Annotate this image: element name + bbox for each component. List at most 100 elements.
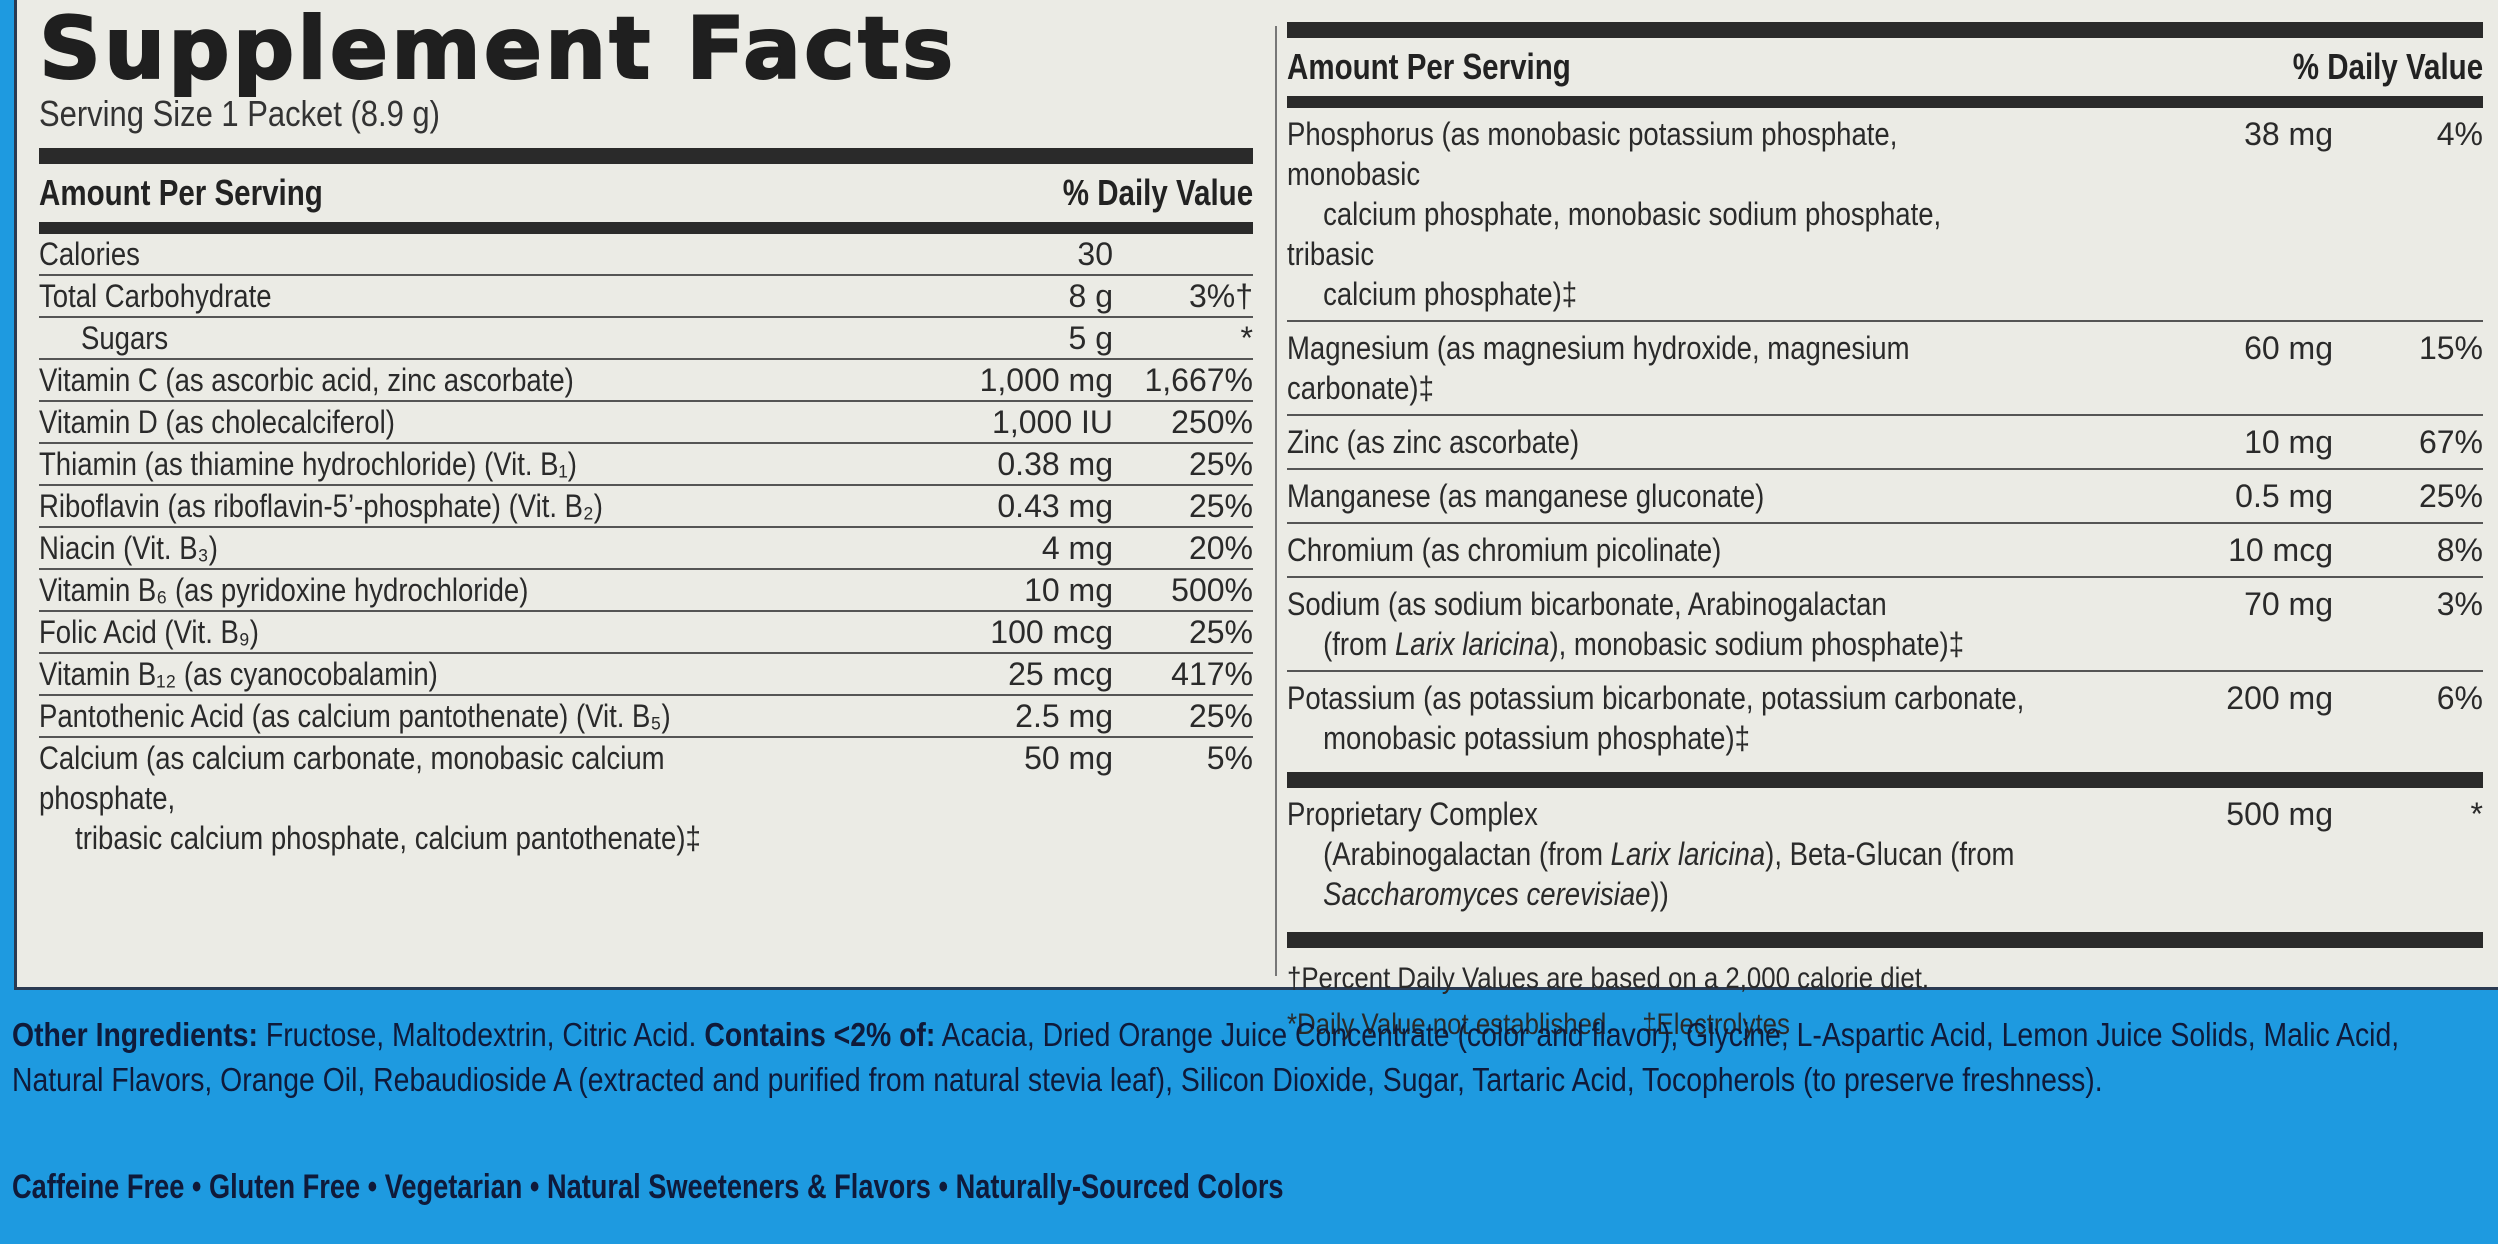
nutrient-amount: 5 g xyxy=(1068,320,1113,356)
nutrient-amount: 4 mg xyxy=(1041,530,1113,566)
nutrient-row: Manganese (as manganese gluconate) 0.5 mg… xyxy=(1287,470,2483,524)
nutrient-row: Chromium (as chromium picolinate) 10 mcg 8… xyxy=(1287,524,2483,578)
nutrient-row: Vitamin B₆ (as pyridoxine hydrochloride)… xyxy=(39,570,1253,612)
header-daily-value: % Daily Value xyxy=(2292,46,2483,87)
nutrient-row: Zinc (as zinc ascorbate) 10 mg 67% xyxy=(1287,416,2483,470)
nutrient-amount: 50 mg xyxy=(1024,740,1113,776)
nutrient-name: Calcium (as calcium carbonate, monobasic… xyxy=(39,740,701,856)
nutrient-amount: 2.5 mg xyxy=(1015,698,1113,734)
nutrient-amount: 30 xyxy=(1077,236,1113,272)
nutrient-name: Vitamin B₁₂ (as cyanocobalamin) xyxy=(39,656,438,692)
header-daily-value: % Daily Value xyxy=(1062,172,1253,213)
nutrient-daily-value: 1,667% xyxy=(1144,362,1253,398)
column-header: Amount Per Serving % Daily Value xyxy=(1287,38,2483,96)
nutrient-name: Zinc (as zinc ascorbate) xyxy=(1287,424,1580,460)
nutrient-name: Magnesium (as magnesium hydroxide, magne… xyxy=(1287,330,1910,406)
nutrient-name: Calories xyxy=(39,236,140,272)
nutrient-name: Pantothenic Acid (as calcium pantothenat… xyxy=(39,698,671,734)
nutrient-daily-value: 417% xyxy=(1171,656,1253,692)
nutrient-daily-value: 25% xyxy=(1188,614,1253,650)
nutrient-name: Phosphorus (as monobasic potassium phosp… xyxy=(1287,116,1942,312)
nutrient-name: Total Carbohydrate xyxy=(39,278,272,314)
nutrient-daily-value: 25% xyxy=(1188,446,1253,482)
nutrient-daily-value: 20% xyxy=(1188,530,1253,566)
nutrient-daily-value: 67% xyxy=(2418,424,2483,460)
nutrient-amount: 10 mg xyxy=(2244,424,2333,460)
nutrient-row: Calcium (as calcium carbonate, monobasic… xyxy=(39,738,1253,858)
header-amount: Amount Per Serving xyxy=(1287,46,1571,87)
footnote-dagger: †Percent Daily Values are based on a 2,0… xyxy=(1287,962,1930,995)
nutrient-row: Thiamin (as thiamine hydrochloride) (Vit… xyxy=(39,444,1253,486)
footnotes: †Percent Daily Values are based on a 2,0… xyxy=(1287,956,2483,1048)
serving-size: Serving Size 1 Packet (8.9 g) xyxy=(39,93,440,134)
thick-rule xyxy=(39,222,1253,234)
thick-rule xyxy=(1287,22,2483,38)
column-header: Amount Per Serving % Daily Value xyxy=(39,164,1253,222)
nutrient-amount: 0.38 mg xyxy=(997,446,1113,482)
proprietary-complex-row: Proprietary Complex (Arabinogalactan (fr… xyxy=(1287,788,2483,920)
label-title: Supplement Facts xyxy=(38,0,957,99)
nutrient-amount: 200 mg xyxy=(2226,680,2333,716)
nutrient-name: Potassium (as potassium bicarbonate, pot… xyxy=(1287,680,2025,756)
column-divider xyxy=(1275,26,1277,976)
thick-rule xyxy=(1287,772,2483,788)
right-nutrient-table: Phosphorus (as monobasic potassium phosp… xyxy=(1287,108,2483,764)
nutrient-daily-value: 250% xyxy=(1171,404,1253,440)
nutrient-row: Vitamin C (as ascorbic acid, zinc ascorb… xyxy=(39,360,1253,402)
nutrient-name: Thiamin (as thiamine hydrochloride) (Vit… xyxy=(39,446,577,482)
nutrient-daily-value: 4% xyxy=(2436,116,2483,152)
nutrient-name: Sugars xyxy=(81,320,169,356)
nutrient-daily-value: * xyxy=(1240,320,1253,356)
proprietary-line-3: Saccharomyces cerevisiae)) xyxy=(1323,876,1669,912)
nutrient-daily-value: 500% xyxy=(1171,572,1253,608)
nutrient-amount: 0.43 mg xyxy=(997,488,1113,524)
nutrient-daily-value: 3% xyxy=(2436,586,2483,622)
nutrient-daily-value: 8% xyxy=(2436,532,2483,568)
proprietary-amount: 500 mg xyxy=(2226,796,2333,832)
nutrient-name: Riboflavin (as riboflavin-5’-phosphate) … xyxy=(39,488,603,524)
nutrient-name: Vitamin B₆ (as pyridoxine hydrochloride) xyxy=(39,572,529,608)
nutrient-name: Folic Acid (Vit. B₉) xyxy=(39,614,259,650)
nutrient-row: Magnesium (as magnesium hydroxide, magne… xyxy=(1287,322,2483,416)
nutrient-row: Calories 30 xyxy=(39,234,1253,276)
nutrient-amount: 0.5 mg xyxy=(2235,478,2333,514)
nutrient-row: Sugars 5 g * xyxy=(39,318,1253,360)
nutrient-row: Pantothenic Acid (as calcium pantothenat… xyxy=(39,696,1253,738)
nutrient-name: Vitamin C (as ascorbic acid, zinc ascorb… xyxy=(39,362,574,398)
nutrient-row: Folic Acid (Vit. B₉) 100 mcg 25% xyxy=(39,612,1253,654)
nutrient-daily-value: 3%† xyxy=(1188,278,1253,314)
proprietary-dv: * xyxy=(2470,796,2483,832)
other-ingredients: Other Ingredients: Fructose, Maltodextri… xyxy=(12,1016,2400,1098)
contains-label: Contains <2% of: xyxy=(704,1016,936,1053)
nutrient-daily-value: 25% xyxy=(2418,478,2483,514)
nutrient-amount: 100 mcg xyxy=(990,614,1113,650)
nutrient-row: Niacin (Vit. B₃) 4 mg 20% xyxy=(39,528,1253,570)
nutrient-daily-value: 6% xyxy=(2436,680,2483,716)
nutrient-amount: 10 mg xyxy=(1024,572,1113,608)
nutrient-amount: 10 mcg xyxy=(2228,532,2333,568)
proprietary-line-2: (Arabinogalactan (from Larix laricina), … xyxy=(1323,836,2015,872)
nutrient-amount: 1,000 mg xyxy=(979,362,1113,398)
nutrient-amount: 1,000 IU xyxy=(992,404,1113,440)
thick-rule xyxy=(39,148,1253,164)
nutrient-name: Manganese (as manganese gluconate) xyxy=(1287,478,1765,514)
nutrient-amount: 8 g xyxy=(1068,278,1113,314)
footnote-star-ddagger: *Daily Value not established. ‡Electroly… xyxy=(1287,1008,1790,1041)
nutrient-daily-value: 5% xyxy=(1206,740,1253,776)
nutrient-row: Phosphorus (as monobasic potassium phosp… xyxy=(1287,108,2483,322)
nutrient-daily-value: 15% xyxy=(2418,330,2483,366)
product-claims: Caffeine Free • Gluten Free • Vegetarian… xyxy=(12,1168,1284,1206)
nutrient-amount: 60 mg xyxy=(2244,330,2333,366)
nutrient-name: Chromium (as chromium picolinate) xyxy=(1287,532,1722,568)
nutrient-daily-value: 25% xyxy=(1188,698,1253,734)
nutrient-amount: 70 mg xyxy=(2244,586,2333,622)
other-ingredients-label: Other Ingredients: xyxy=(12,1016,258,1053)
nutrient-row: Potassium (as potassium bicarbonate, pot… xyxy=(1287,672,2483,764)
nutrient-amount: 25 mcg xyxy=(1008,656,1113,692)
nutrient-amount: 38 mg xyxy=(2244,116,2333,152)
nutrient-name: Vitamin D (as cholecalciferol) xyxy=(39,404,395,440)
nutrient-row: Vitamin B₁₂ (as cyanocobalamin) 25 mcg 417… xyxy=(39,654,1253,696)
nutrient-row: Total Carbohydrate 8 g 3%† xyxy=(39,276,1253,318)
nutrient-name: Sodium (as sodium bicarbonate, Arabinoga… xyxy=(1287,586,1965,662)
nutrient-name: Niacin (Vit. B₃) xyxy=(39,530,218,566)
